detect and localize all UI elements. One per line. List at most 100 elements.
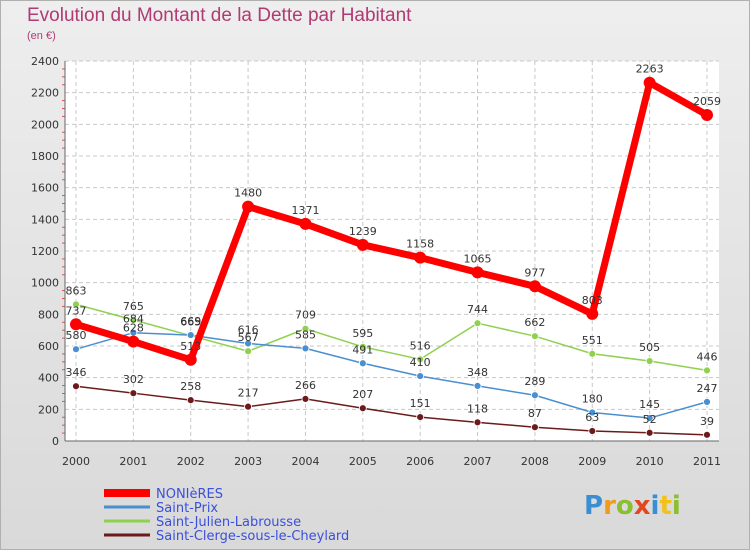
data-label: 505 (639, 341, 660, 354)
data-point (129, 389, 138, 398)
data-point (701, 108, 713, 121)
data-point (416, 355, 425, 364)
data-point (242, 200, 255, 213)
data-point (586, 307, 599, 320)
chart-title: Evolution du Montant de la Dette par Hab… (27, 5, 412, 26)
data-point (531, 332, 539, 341)
y-tick-label: 2400 (31, 55, 59, 68)
data-label: 247 (697, 382, 718, 395)
data-label: 39 (700, 415, 714, 428)
data-label: 52 (643, 413, 657, 426)
data-point (127, 335, 140, 348)
y-tick-label: 800 (38, 308, 59, 321)
data-label: 258 (180, 380, 201, 393)
logo-letter: r (603, 491, 616, 521)
data-label: 180 (582, 393, 603, 406)
data-label: 348 (467, 366, 488, 379)
logo-letter: P (584, 491, 604, 521)
data-label: 346 (66, 366, 87, 379)
data-label: 2263 (636, 63, 664, 76)
y-tick-label: 600 (38, 340, 59, 353)
y-tick-label: 1600 (31, 182, 59, 195)
y-tick-label: 200 (38, 403, 59, 416)
data-label: 1158 (406, 238, 434, 251)
data-point (129, 315, 138, 324)
data-label: 737 (66, 304, 87, 317)
data-point (531, 423, 539, 432)
data-label: 616 (238, 323, 259, 336)
y-tick-label: 1000 (31, 277, 59, 290)
data-label: 1065 (464, 252, 492, 265)
data-point (531, 391, 539, 400)
data-point (645, 428, 654, 437)
logo-letter: t (659, 491, 672, 521)
data-point (416, 413, 425, 421)
x-tick-label: 2000 (62, 455, 90, 468)
x-tick-label: 2005 (349, 455, 377, 468)
data-label: 628 (123, 322, 144, 335)
data-point (244, 339, 252, 348)
data-label: 567 (238, 331, 259, 344)
x-tick-label: 2004 (291, 455, 319, 468)
y-tick-label: 1400 (31, 213, 59, 226)
data-label: 863 (66, 284, 87, 297)
data-label: 151 (410, 397, 431, 410)
y-tick-label: 1200 (31, 245, 59, 258)
x-tick-label: 2011 (693, 455, 721, 468)
data-label: 665 (180, 316, 201, 329)
proxiti-logo: Proxiti (584, 491, 681, 521)
data-point (588, 349, 597, 358)
data-point (645, 414, 654, 422)
logo-letter: i (671, 491, 681, 521)
data-label: 662 (524, 316, 545, 329)
data-label: 744 (467, 303, 488, 316)
data-point (473, 418, 482, 427)
legend-label: Saint-Julien-Labrousse (156, 515, 301, 530)
data-point (72, 382, 80, 391)
x-tick-label: 2006 (406, 455, 434, 468)
data-point (528, 280, 541, 293)
y-tick-label: 1800 (31, 150, 59, 163)
data-label: 217 (238, 387, 259, 400)
data-label: 2059 (693, 95, 721, 108)
data-point (703, 366, 711, 375)
data-point (186, 396, 195, 405)
data-label: 491 (352, 343, 373, 356)
x-tick-label: 2009 (578, 455, 606, 468)
data-label: 207 (352, 388, 373, 401)
data-point (643, 76, 656, 89)
logo-letter: i (650, 491, 660, 521)
data-label: 595 (352, 327, 373, 340)
data-label: 516 (410, 339, 431, 352)
data-label: 446 (697, 350, 718, 363)
data-point (416, 372, 425, 380)
data-point (358, 404, 367, 413)
data-label: 709 (295, 309, 316, 322)
legend-label: Saint-Prix (156, 501, 218, 516)
data-label: 1239 (349, 225, 377, 238)
x-tick-label: 2002 (177, 455, 205, 468)
data-label: 765 (123, 300, 144, 313)
data-label: 118 (467, 402, 488, 415)
data-point (358, 359, 367, 368)
data-point (299, 217, 312, 230)
data-point (301, 344, 310, 353)
data-point (186, 331, 195, 339)
legend-label: Saint-Clerge-sous-le-Cheylard (156, 529, 349, 544)
series-line (72, 79, 711, 364)
data-label: 410 (410, 356, 431, 369)
data-point (70, 318, 82, 331)
data-point (414, 251, 427, 264)
data-label: 513 (180, 340, 201, 353)
series-line (75, 303, 708, 372)
data-point (244, 402, 252, 411)
x-tick-label: 2007 (464, 455, 492, 468)
data-point (358, 342, 367, 351)
data-point (473, 381, 482, 390)
data-label: 977 (524, 266, 545, 279)
data-label: 266 (295, 379, 316, 392)
data-point (301, 324, 310, 333)
data-point (588, 408, 597, 417)
x-tick-label: 2010 (636, 455, 664, 468)
